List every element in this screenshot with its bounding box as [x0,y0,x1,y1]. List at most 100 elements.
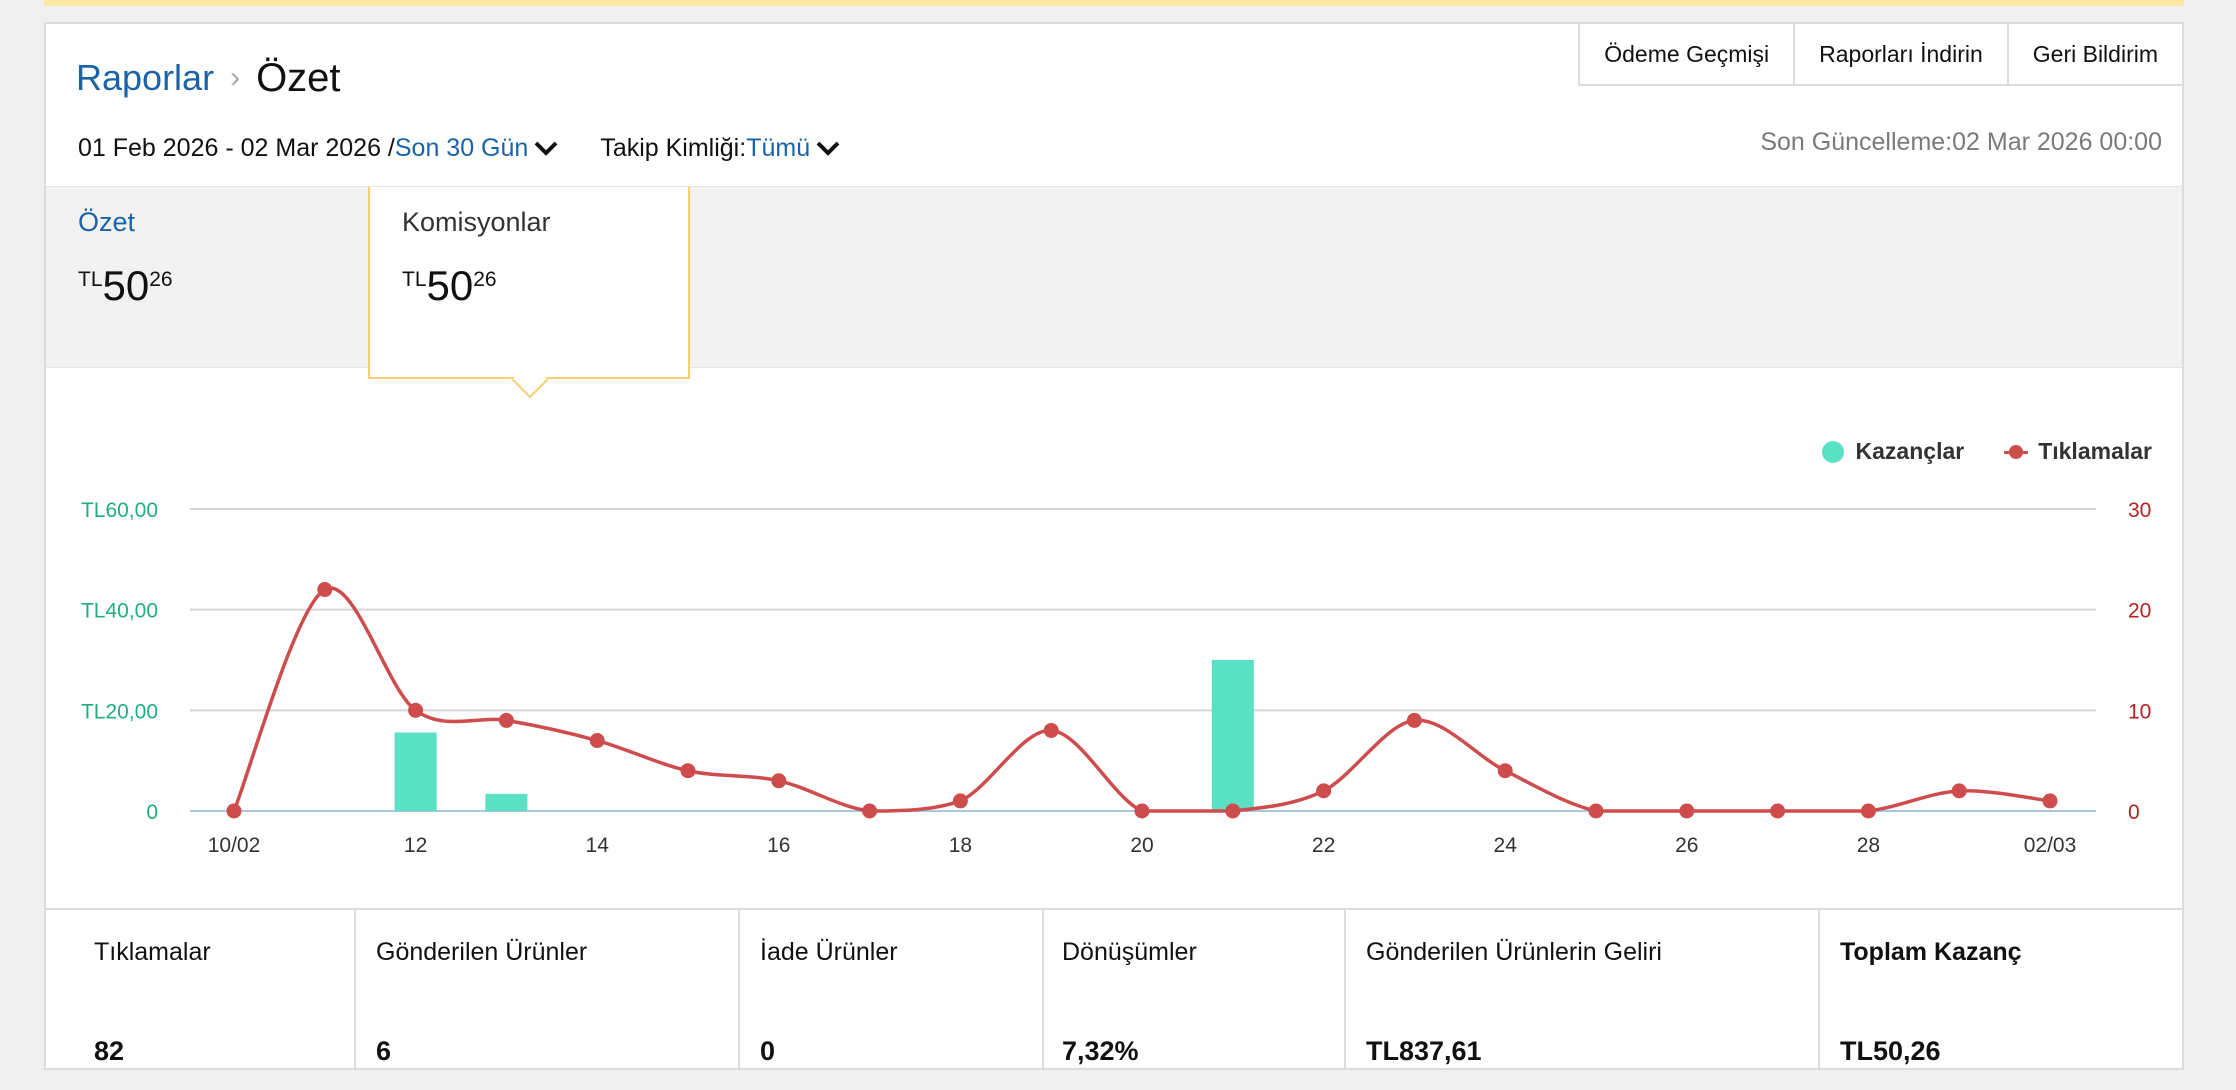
stat-shipped-revenue: Gönderilen Ürünlerin Geliri TL837,61 [1346,910,1820,1070]
tracking-id-label: Takip Kimliği: [600,133,747,162]
clicks-line [232,586,2051,813]
filter-bar: 01 Feb 2026 - 02 Mar 2026 / Son 30 Gün T… [78,128,842,168]
clicks-point [1316,783,1332,799]
stat-total-earnings: Toplam Kazanç TL50,26 [1820,910,2182,1070]
x-axis-tick-label: 20 [1130,834,1153,857]
notification-strip [44,0,2184,6]
stat-label: İade Ürünler [760,938,898,966]
clicks-point [1497,763,1513,779]
stat-label: Tıklamalar [94,938,211,966]
right-axis-tick-label: 0 [2128,801,2140,824]
left-axis-tick-label: TL40,00 [81,600,158,623]
clicks-point [498,712,514,728]
stat-value: 0 [760,1036,776,1066]
period-dropdown-label: Son 30 Gün [394,133,529,162]
stat-value: TL837,61 [1366,1036,1482,1066]
clicks-point [408,702,424,718]
stat-value: TL50,26 [1840,1036,1941,1066]
amount-integer: 50 [102,262,150,309]
x-axis-tick-label: 16 [767,834,790,857]
legend-earnings-marker [1821,440,1844,463]
x-axis-tick-label: 02/03 [2024,834,2077,857]
x-axis-tick-label: 18 [949,834,972,857]
clicks-point [1406,712,1422,728]
legend-clicks[interactable]: Tıklamalar [2004,438,2152,465]
clicks-point [1679,803,1695,819]
chevron-down-icon [534,141,558,156]
page-title: Özet [256,55,341,100]
stat-label: Gönderilen Ürünler [376,938,588,966]
payment-history-button[interactable]: Ödeme Geçmişi [1578,22,1796,86]
clicks-point [1043,722,1059,738]
stat-returned-items: İade Ürünler 0 [740,910,1044,1070]
amount-decimal: 26 [473,268,497,291]
summary-tabs: Özet TL 50 26 Komisyonlar TL 50 26 [46,186,2182,399]
legend-earnings[interactable]: Kazançlar [1821,438,1965,465]
currency-label: TL [402,268,427,291]
reports-card: Raporlar › Özet Ödeme Geçmişi Raporları … [44,22,2184,1070]
left-axis-tick-label: 0 [146,801,158,824]
amount-integer: 50 [426,262,474,309]
x-axis-tick-label: 14 [586,834,610,857]
clicks-point [771,773,787,789]
breadcrumb-reports-link[interactable]: Raporlar [76,57,215,98]
stat-label: Toplam Kazanç [1840,938,2022,966]
clicks-point [226,803,242,819]
x-axis-tick-label: 10/02 [208,834,261,857]
period-dropdown[interactable]: Son 30 Gün [395,134,560,163]
download-reports-button[interactable]: Raporları İndirin [1793,22,2009,86]
clicks-point [1860,803,1876,819]
tracking-id-dropdown-label: Tümü [746,133,811,162]
stat-value: 82 [94,1036,125,1066]
tab-summary[interactable]: Özet TL 50 26 [46,187,368,369]
clicks-point [680,763,696,779]
legend-clicks-label: Tıklamalar [2038,438,2152,464]
stat-label: Gönderilen Ürünlerin Geliri [1366,938,1662,966]
currency-label: TL [78,268,103,291]
clicks-point [862,803,878,819]
feedback-button[interactable]: Geri Bildirim [2006,22,2184,86]
earnings-bar [394,732,437,811]
earnings-clicks-chart: TL60,00 TL40,00 TL20,00 0 30 20 10 0 10/02 12 14 16… [46,368,2182,908]
tab-summary-title: Özet [78,207,136,237]
left-axis-tick-label: TL60,00 [81,499,158,522]
x-axis-tick-label: 28 [1857,834,1880,857]
clicks-point [2042,793,2058,809]
right-axis-tick-label: 30 [2128,499,2151,522]
clicks-point [1225,803,1241,819]
right-axis-tick-label: 20 [2128,600,2151,623]
stat-clicks: Tıklamalar 82 [46,910,356,1070]
amount-decimal: 26 [149,268,173,291]
legend-clicks-marker [2004,444,2029,459]
x-axis-tick-label: 12 [404,834,427,857]
clicks-point [1134,803,1150,819]
last-updated-text: Son Güncelleme:02 Mar 2026 00:00 [1760,128,2162,156]
right-axis-tick-label: 10 [2128,700,2151,723]
breadcrumb: Raporlar › Özet [76,48,341,108]
stat-label: Dönüşümler [1062,938,1197,966]
chart-svg: TL60,00 TL40,00 TL20,00 0 30 20 10 0 10/02 12 14 16… [81,499,2151,857]
breadcrumb-separator: › [230,61,241,94]
earnings-bar [485,793,528,811]
clicks-point [952,793,968,809]
tab-commissions[interactable]: Komisyonlar TL 50 26 [368,187,690,399]
legend-earnings-label: Kazançlar [1855,438,1965,464]
stat-shipped-items: Gönderilen Ürünler 6 [356,910,740,1070]
clicks-point [317,582,333,598]
chart-legend: Kazançlar Tıklamalar [1782,438,2152,465]
stat-value: 6 [376,1036,392,1066]
top-button-group: Ödeme Geçmişi Raporları İndirin Geri Bil… [1578,22,2184,86]
date-range-text: 01 Feb 2026 - 02 Mar 2026 / [78,133,395,162]
x-axis-tick-label: 22 [1312,834,1335,857]
chevron-down-icon [816,141,840,156]
tab-commissions-title: Komisyonlar [402,207,551,237]
earnings-bar [1211,660,1254,811]
tracking-id-dropdown[interactable]: Tümü [746,134,842,163]
stat-conversions: Dönüşümler 7,32% [1044,910,1346,1070]
clicks-point [1951,783,1967,799]
tab-commissions-value: TL 50 26 [402,264,656,308]
left-axis-tick-label: TL20,00 [81,700,158,723]
clicks-point [1588,803,1604,819]
x-axis-tick-label: 26 [1675,834,1698,857]
tab-summary-value: TL 50 26 [78,264,336,308]
